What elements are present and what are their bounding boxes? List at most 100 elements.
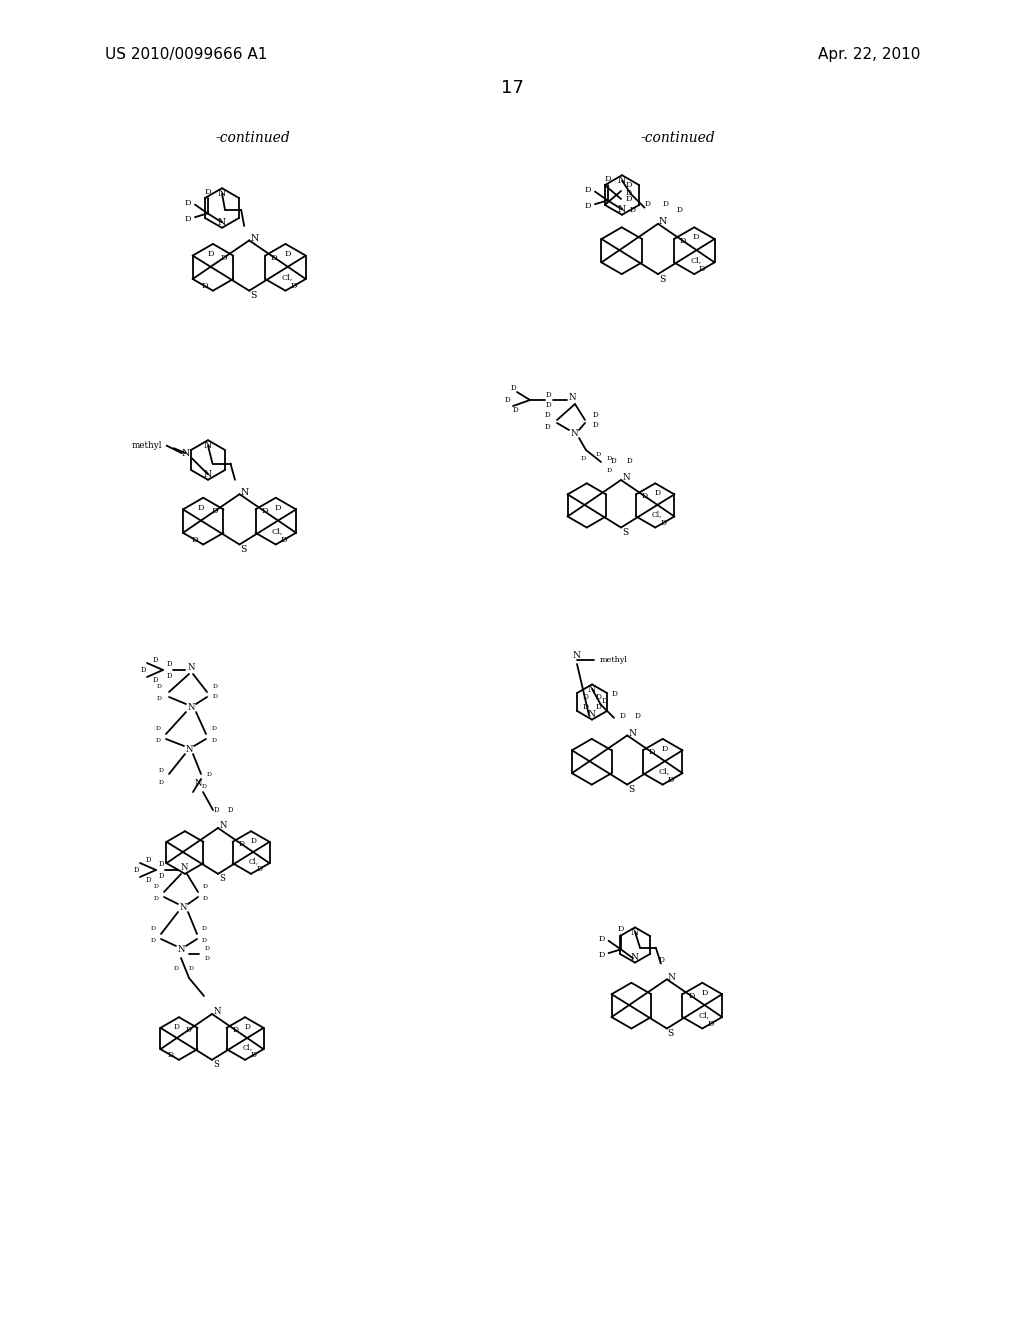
Text: D: D bbox=[617, 924, 624, 933]
Text: N: N bbox=[568, 393, 575, 403]
Text: D: D bbox=[145, 876, 151, 884]
Text: D: D bbox=[151, 927, 156, 932]
Text: D: D bbox=[157, 697, 162, 701]
Text: N: N bbox=[573, 651, 581, 660]
Text: D: D bbox=[680, 238, 686, 246]
Text: N: N bbox=[628, 729, 636, 738]
Text: D: D bbox=[153, 676, 158, 684]
Text: D: D bbox=[601, 697, 607, 705]
Text: D: D bbox=[595, 451, 601, 457]
Text: D: D bbox=[595, 702, 601, 710]
Text: D: D bbox=[592, 421, 598, 429]
Text: D: D bbox=[202, 281, 208, 289]
Text: D: D bbox=[545, 401, 551, 409]
Text: D: D bbox=[212, 726, 216, 731]
Text: N: N bbox=[631, 953, 639, 962]
Text: D: D bbox=[232, 1026, 239, 1034]
Text: D: D bbox=[211, 507, 218, 515]
Text: methyl: methyl bbox=[132, 441, 162, 450]
Text: N: N bbox=[218, 218, 226, 227]
Text: D: D bbox=[281, 536, 287, 544]
Text: D: D bbox=[207, 771, 212, 776]
Text: N: N bbox=[588, 685, 596, 694]
Text: D: D bbox=[166, 660, 172, 668]
Text: D: D bbox=[159, 780, 164, 784]
Text: D: D bbox=[212, 738, 216, 743]
Text: Cl,: Cl, bbox=[652, 511, 663, 519]
Text: N: N bbox=[617, 176, 626, 185]
Text: D: D bbox=[290, 281, 297, 289]
Text: D: D bbox=[284, 249, 291, 257]
Text: D: D bbox=[688, 993, 694, 1001]
Text: D: D bbox=[620, 711, 625, 721]
Text: N: N bbox=[570, 429, 578, 437]
Text: Cl,: Cl, bbox=[243, 1043, 253, 1051]
Text: D: D bbox=[244, 1023, 250, 1031]
Text: D: D bbox=[239, 840, 245, 847]
Text: N: N bbox=[241, 487, 249, 496]
Text: D: D bbox=[154, 884, 159, 890]
Text: N: N bbox=[617, 205, 626, 214]
Text: D: D bbox=[184, 215, 191, 223]
Text: N: N bbox=[213, 1007, 221, 1016]
Text: Cl,: Cl, bbox=[690, 256, 701, 264]
Text: D: D bbox=[159, 861, 164, 869]
Text: N: N bbox=[204, 441, 212, 450]
Text: D: D bbox=[512, 407, 518, 414]
Text: D: D bbox=[154, 896, 159, 902]
Text: D: D bbox=[188, 965, 194, 970]
Text: D: D bbox=[626, 181, 633, 189]
Text: N: N bbox=[250, 234, 258, 243]
Text: S: S bbox=[241, 545, 247, 554]
Text: D: D bbox=[510, 384, 516, 392]
Text: D: D bbox=[604, 176, 611, 183]
Text: -continued: -continued bbox=[641, 131, 716, 145]
Text: N: N bbox=[180, 863, 187, 873]
Text: N: N bbox=[179, 903, 186, 912]
Text: D: D bbox=[168, 1051, 174, 1059]
Text: D: D bbox=[157, 685, 162, 689]
Text: D: D bbox=[133, 866, 138, 874]
Text: D: D bbox=[648, 748, 655, 756]
Text: D: D bbox=[153, 656, 158, 664]
Text: D: D bbox=[185, 1026, 191, 1034]
Text: D: D bbox=[585, 202, 591, 210]
Text: N: N bbox=[185, 744, 193, 754]
Text: D: D bbox=[213, 807, 219, 814]
Text: D: D bbox=[699, 265, 706, 273]
Text: D: D bbox=[585, 186, 591, 194]
Text: 17: 17 bbox=[501, 79, 523, 96]
Text: D: D bbox=[203, 896, 208, 902]
Text: N: N bbox=[181, 449, 189, 458]
Text: S: S bbox=[213, 1060, 219, 1069]
Text: Apr. 22, 2010: Apr. 22, 2010 bbox=[817, 48, 920, 62]
Text: N: N bbox=[631, 928, 639, 937]
Text: S: S bbox=[250, 292, 256, 300]
Text: D: D bbox=[261, 507, 268, 515]
Text: N: N bbox=[658, 218, 667, 226]
Text: D: D bbox=[627, 457, 632, 465]
Text: D: D bbox=[544, 422, 550, 432]
Text: D: D bbox=[504, 396, 510, 404]
Text: D: D bbox=[166, 672, 172, 680]
Text: D: D bbox=[668, 776, 674, 784]
Text: D: D bbox=[250, 837, 256, 845]
Text: D: D bbox=[156, 738, 161, 743]
Text: N: N bbox=[668, 973, 676, 982]
Text: D: D bbox=[677, 206, 683, 214]
Text: D: D bbox=[227, 807, 232, 814]
Text: D: D bbox=[274, 504, 281, 512]
Text: D: D bbox=[213, 685, 217, 689]
Text: S: S bbox=[219, 874, 225, 883]
Text: D: D bbox=[173, 965, 178, 970]
Text: D: D bbox=[645, 201, 651, 209]
Text: D: D bbox=[159, 873, 164, 880]
Text: D: D bbox=[583, 702, 589, 710]
Text: D: D bbox=[202, 939, 207, 944]
Text: D: D bbox=[642, 492, 648, 500]
Text: D: D bbox=[140, 667, 145, 675]
Text: Cl,: Cl, bbox=[282, 273, 293, 281]
Text: D: D bbox=[203, 884, 208, 890]
Text: N: N bbox=[177, 945, 184, 953]
Text: D: D bbox=[654, 490, 660, 498]
